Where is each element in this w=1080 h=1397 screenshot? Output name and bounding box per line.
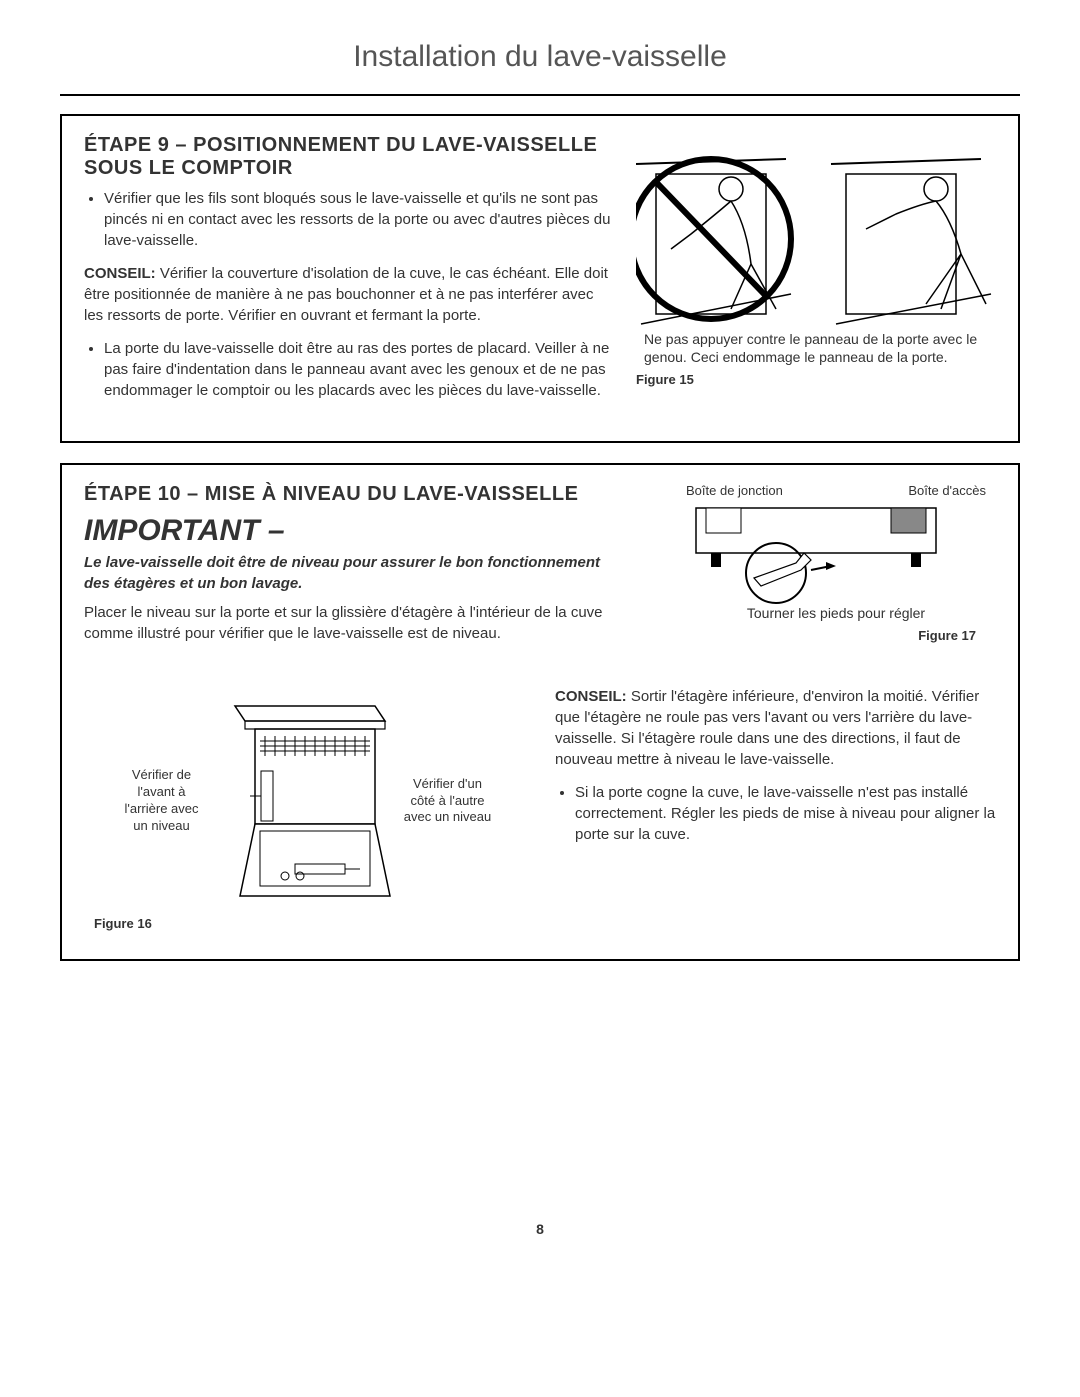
important-label: IMPORTANT [84, 514, 260, 547]
step10-left-column: ÉTAPE 10 – MISE À NIVEAU DU LAVE-VAISSEL… [84, 483, 616, 656]
step9-bullet-2: La porte du lave-vaisselle doit être au … [104, 338, 616, 401]
step9-heading: ÉTAPE 9 – POSITIONNEMENT DU LAVE-VAISSEL… [84, 134, 616, 180]
step10-tip: CONSEIL: Sortir l'étagère inférieure, d'… [555, 686, 996, 770]
figure-16-caption: Figure 16 [94, 916, 525, 931]
fig17-label-top-left: Boîte de jonction [686, 483, 783, 498]
step10-heading: ÉTAPE 10 – MISE À NIVEAU DU LAVE-VAISSEL… [84, 483, 616, 506]
figure-17-caption: Figure 17 [676, 628, 996, 643]
step9-text-column: ÉTAPE 9 – POSITIONNEMENT DU LAVE-VAISSEL… [84, 134, 616, 413]
title-divider [60, 94, 1020, 96]
figure-16-illustration [215, 696, 395, 906]
tip-label-2: CONSEIL: [555, 688, 627, 705]
step10-figure16-column: Vérifier de l'avant à l'arrière avec un … [84, 666, 525, 931]
step9-figure-column: Ne pas appuyer contre le panneau de la p… [636, 134, 996, 413]
step10-body-1: Placer le niveau sur la porte et sur la … [84, 602, 616, 644]
important-description: Le lave-vaisselle doit être de niveau po… [84, 552, 616, 594]
step10-box: ÉTAPE 10 – MISE À NIVEAU DU LAVE-VAISSEL… [60, 463, 1020, 961]
tip-text: Vérifier la couverture d'isolation de la… [84, 265, 608, 324]
figure-17-illustration [676, 498, 956, 608]
tip-label: CONSEIL: [84, 265, 156, 282]
step9-bullet-1: Vérifier que les fils sont bloqués sous … [104, 188, 616, 251]
figure-15-caption: Figure 15 [636, 372, 996, 387]
figure-15-illustration [636, 134, 996, 334]
fig16-label-left: Vérifier de l'avant à l'arrière avec un … [117, 767, 207, 835]
page-title: Installation du lave-vaisselle [60, 40, 1020, 74]
page-number: 8 [60, 1221, 1020, 1237]
fig17-label-bottom: Tourner les pieds pour régler [676, 604, 996, 622]
figure-15-label: Ne pas appuyer contre le panneau de la p… [636, 330, 996, 366]
step9-tip: CONSEIL: Vérifier la couverture d'isolat… [84, 263, 616, 326]
step10-tip-column: CONSEIL: Sortir l'étagère inférieure, d'… [555, 666, 996, 931]
important-dash: – [260, 514, 285, 547]
fig16-label-right: Vérifier d'un côté à l'autre avec un niv… [403, 776, 493, 827]
fig17-label-top-right: Boîte d'accès [908, 483, 986, 498]
step9-box: ÉTAPE 9 – POSITIONNEMENT DU LAVE-VAISSEL… [60, 114, 1020, 443]
step10-figure17-column: Boîte de jonction Boîte d'accès Tourner … [636, 483, 996, 656]
step10-bullet-1: Si la porte cogne la cuve, le lave-vaiss… [575, 782, 996, 845]
